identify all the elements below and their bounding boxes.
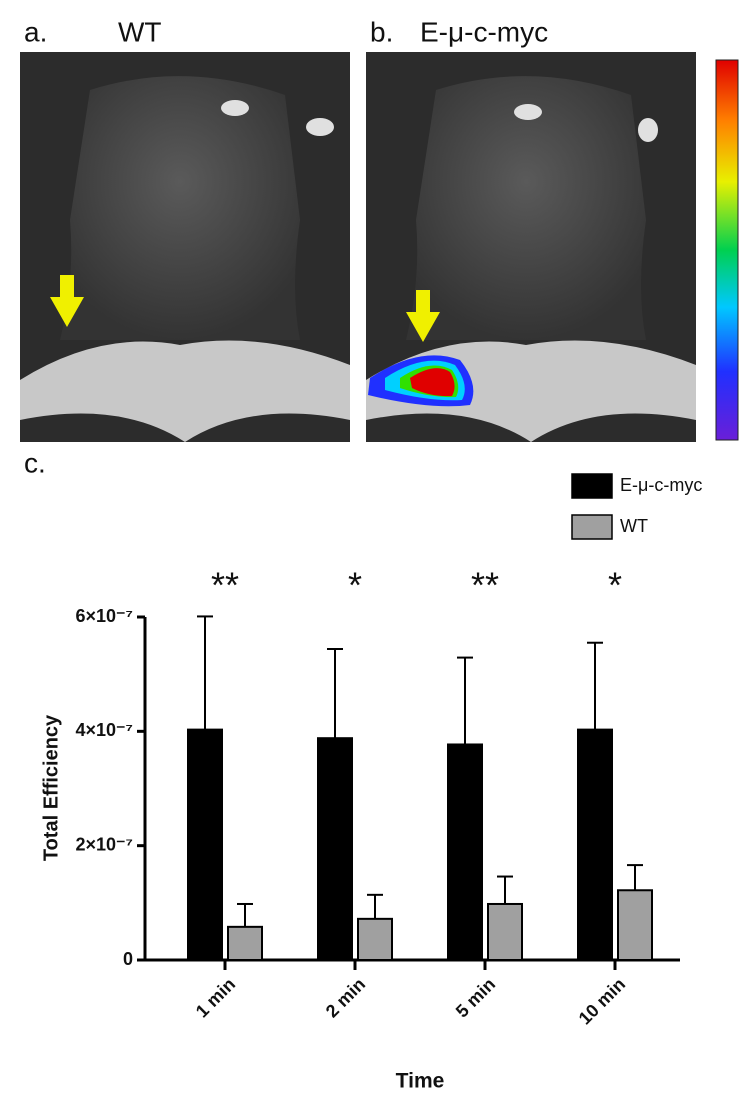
x-tick-label: 2 min bbox=[322, 974, 369, 1021]
bar bbox=[577, 728, 613, 962]
legend-swatch bbox=[571, 514, 613, 540]
y-axis-title: Total Efficiency bbox=[40, 714, 62, 861]
x-tick-label: 5 min bbox=[452, 974, 499, 1021]
image-panel-b bbox=[366, 52, 696, 442]
legend-swatch bbox=[571, 473, 613, 499]
bar bbox=[447, 743, 483, 962]
significance: * bbox=[608, 565, 622, 606]
y-tick-label: 4×10⁻⁷ bbox=[76, 720, 133, 740]
bar bbox=[187, 728, 223, 962]
panel-label: a. bbox=[24, 16, 47, 47]
y-tick-label: 0 bbox=[123, 949, 133, 969]
x-axis-title: Time bbox=[396, 1070, 445, 1093]
panel-title: E-μ-c-myc bbox=[420, 16, 548, 47]
legend-label: E-μ-c-myc bbox=[620, 475, 702, 495]
panel-label: c. bbox=[24, 447, 46, 478]
significance: ** bbox=[471, 565, 499, 606]
bar bbox=[357, 917, 393, 962]
x-tick-label: 1 min bbox=[192, 974, 239, 1021]
significance: ** bbox=[211, 565, 239, 606]
y-tick-label: 6×10⁻⁷ bbox=[76, 606, 133, 626]
panel-title: WT bbox=[118, 16, 162, 47]
bar bbox=[317, 737, 353, 962]
bar bbox=[487, 902, 523, 962]
significance: * bbox=[348, 565, 362, 606]
image-panel-a bbox=[20, 52, 350, 442]
panel-label: b. bbox=[370, 16, 393, 47]
colorbar bbox=[715, 59, 739, 441]
legend-label: WT bbox=[620, 516, 648, 536]
bar bbox=[617, 889, 653, 961]
x-tick-label: 10 min bbox=[575, 974, 629, 1028]
bar bbox=[227, 925, 263, 961]
y-tick-label: 2×10⁻⁷ bbox=[76, 834, 133, 854]
